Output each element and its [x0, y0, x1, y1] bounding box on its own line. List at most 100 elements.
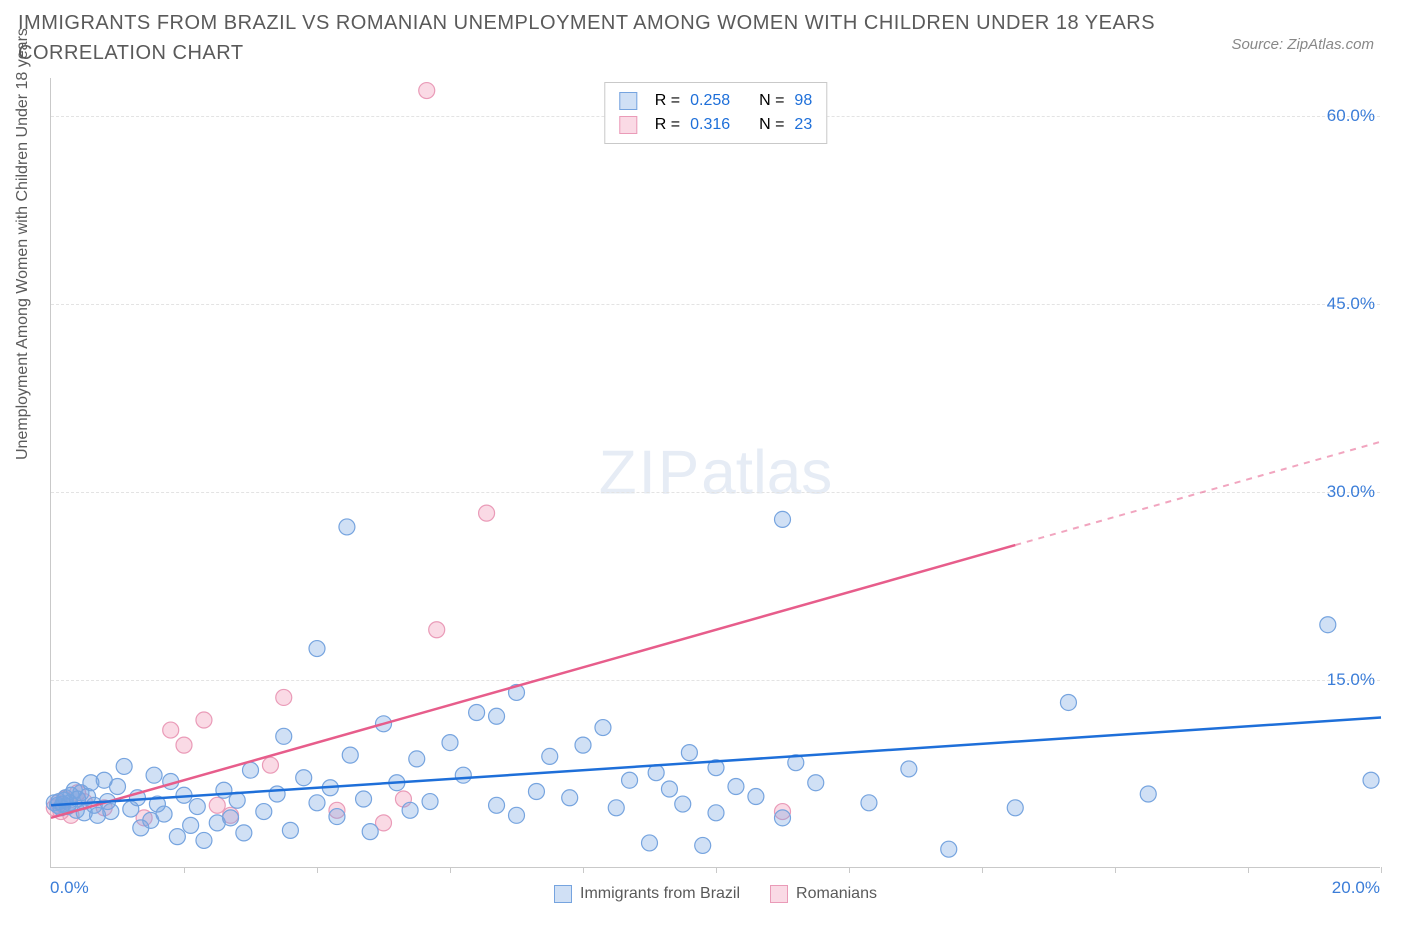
scatter-point-brazil	[269, 786, 285, 802]
scatter-point-brazil	[282, 822, 298, 838]
scatter-point-brazil	[409, 751, 425, 767]
scatter-point-brazil	[229, 792, 245, 808]
scatter-point-brazil	[309, 795, 325, 811]
scatter-point-brazil	[1140, 786, 1156, 802]
x-max-label: 20.0%	[1332, 878, 1380, 898]
scatter-point-brazil	[1007, 800, 1023, 816]
y-tick-label: 45.0%	[1327, 294, 1375, 314]
x-tick	[1115, 867, 1116, 873]
scatter-point-brazil	[223, 810, 239, 826]
scatter-point-brazil	[775, 810, 791, 826]
x-tick	[450, 867, 451, 873]
x-tick	[716, 867, 717, 873]
scatter-point-brazil	[309, 641, 325, 657]
legend-item-romanians: Romanians	[770, 885, 877, 903]
scatter-point-brazil	[642, 835, 658, 851]
x-tick	[1248, 867, 1249, 873]
scatter-point-brazil	[276, 728, 292, 744]
y-tick-label: 60.0%	[1327, 106, 1375, 126]
scatter-point-brazil	[196, 832, 212, 848]
scatter-point-brazil	[608, 800, 624, 816]
x-tick	[982, 867, 983, 873]
scatter-point-brazil	[808, 775, 824, 791]
scatter-point-brazil	[236, 825, 252, 841]
scatter-point-romanians	[276, 689, 292, 705]
n-label: N =	[759, 89, 784, 113]
scatter-point-brazil	[775, 511, 791, 527]
scatter-point-brazil	[442, 735, 458, 751]
n-value-romanians: 23	[794, 113, 812, 137]
scatter-point-brazil	[648, 765, 664, 781]
scatter-point-brazil	[103, 804, 119, 820]
x-tick	[184, 867, 185, 873]
scatter-point-brazil	[189, 799, 205, 815]
scatter-point-brazil	[1060, 694, 1076, 710]
scatter-point-brazil	[402, 802, 418, 818]
scatter-point-brazil	[156, 806, 172, 822]
scatter-point-brazil	[748, 789, 764, 805]
scatter-point-brazil	[562, 790, 578, 806]
scatter-point-brazil	[169, 829, 185, 845]
scatter-point-brazil	[455, 767, 471, 783]
scatter-point-romanians	[479, 505, 495, 521]
x-tick	[317, 867, 318, 873]
y-axis-label: Unemployment Among Women with Children U…	[14, 28, 32, 460]
scatter-point-brazil	[356, 791, 372, 807]
scatter-point-romanians	[429, 622, 445, 638]
scatter-point-brazil	[342, 747, 358, 763]
scatter-point-brazil	[528, 784, 544, 800]
scatter-point-brazil	[675, 796, 691, 812]
x-tick	[1381, 867, 1382, 873]
plot-area: ZIPatlas R = 0.258 N = 98 R = 0.316 N = …	[50, 78, 1380, 868]
r-label: R =	[655, 113, 680, 137]
scatter-point-brazil	[489, 708, 505, 724]
scatter-point-brazil	[542, 748, 558, 764]
scatter-point-romanians	[209, 797, 225, 813]
scatter-point-romanians	[262, 757, 278, 773]
scatter-point-romanians	[419, 83, 435, 99]
scatter-point-brazil	[1320, 617, 1336, 633]
scatter-point-brazil	[339, 519, 355, 535]
scatter-point-brazil	[329, 809, 345, 825]
scatter-point-brazil	[861, 795, 877, 811]
scatter-point-brazil	[622, 772, 638, 788]
scatter-point-brazil	[941, 841, 957, 857]
legend-item-brazil: Immigrants from Brazil	[554, 885, 740, 903]
scatter-point-brazil	[595, 720, 611, 736]
scatter-point-brazil	[489, 797, 505, 813]
swatch-romanians	[619, 116, 637, 134]
stat-legend-box: R = 0.258 N = 98 R = 0.316 N = 23	[604, 82, 827, 144]
scatter-point-romanians	[176, 737, 192, 753]
x-origin-label: 0.0%	[50, 878, 89, 898]
chart-svg	[51, 78, 1380, 867]
scatter-point-brazil	[661, 781, 677, 797]
scatter-point-brazil	[509, 807, 525, 823]
scatter-point-brazil	[243, 762, 259, 778]
scatter-point-brazil	[296, 770, 312, 786]
trend-line-romanians	[51, 545, 1015, 818]
scatter-point-brazil	[256, 804, 272, 820]
legend-label-brazil: Immigrants from Brazil	[580, 885, 740, 902]
n-label: N =	[759, 113, 784, 137]
bottom-legend: Immigrants from Brazil Romanians	[51, 885, 1380, 903]
scatter-point-brazil	[183, 817, 199, 833]
scatter-point-brazil	[1363, 772, 1379, 788]
stat-row-romanians: R = 0.316 N = 23	[619, 113, 812, 137]
stat-row-brazil: R = 0.258 N = 98	[619, 89, 812, 113]
scatter-point-brazil	[146, 767, 162, 783]
scatter-point-brazil	[110, 778, 126, 794]
scatter-point-brazil	[708, 805, 724, 821]
chart-title: IMMIGRANTS FROM BRAZIL VS ROMANIAN UNEMP…	[18, 8, 1168, 68]
swatch-brazil	[619, 92, 637, 110]
r-label: R =	[655, 89, 680, 113]
source-label: Source: ZipAtlas.com	[1231, 36, 1374, 53]
scatter-point-brazil	[728, 778, 744, 794]
scatter-point-brazil	[901, 761, 917, 777]
scatter-point-brazil	[116, 758, 132, 774]
scatter-point-romanians	[196, 712, 212, 728]
y-tick-label: 15.0%	[1327, 670, 1375, 690]
scatter-point-brazil	[469, 705, 485, 721]
scatter-point-brazil	[681, 745, 697, 761]
scatter-point-brazil	[216, 782, 232, 798]
y-tick-label: 30.0%	[1327, 482, 1375, 502]
